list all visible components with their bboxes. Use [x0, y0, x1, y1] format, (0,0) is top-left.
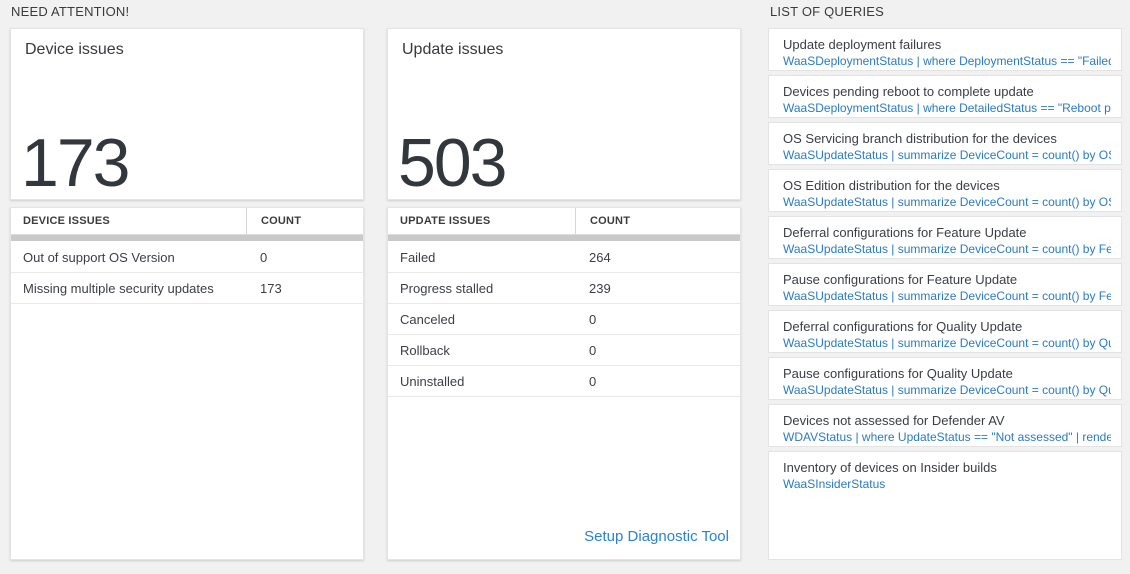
- query-text: WaaSDeploymentStatus | where DetailedSta…: [783, 101, 1111, 115]
- setup-diagnostic-tool-link[interactable]: Setup Diagnostic Tool: [584, 527, 729, 545]
- query-title: Devices not assessed for Defender AV: [783, 413, 1005, 428]
- table-row[interactable]: Missing multiple security updates 173: [11, 273, 363, 304]
- table-row[interactable]: Rollback 0: [388, 335, 740, 366]
- device-issues-tile-title: Device issues: [25, 41, 124, 58]
- issue-label: Uninstalled: [400, 373, 465, 389]
- device-issues-column-header: DEVICE ISSUES: [23, 215, 110, 227]
- table-empty-space: [388, 397, 740, 519]
- query-item-deferral-feature-update[interactable]: Deferral configurations for Feature Upda…: [768, 216, 1122, 259]
- table-row[interactable]: Out of support OS Version 0: [11, 242, 363, 273]
- query-title: OS Edition distribution for the devices: [783, 178, 1000, 193]
- query-text: WaaSDeploymentStatus | where DeploymentS…: [783, 54, 1111, 68]
- query-title: Deferral configurations for Feature Upda…: [783, 225, 1027, 240]
- update-issues-table-header: UPDATE ISSUES COUNT: [388, 208, 740, 235]
- query-text: WaaSUpdateStatus | summarize DeviceCount…: [783, 336, 1111, 350]
- table-footer: Setup Diagnostic Tool: [388, 519, 740, 559]
- issue-label: Progress stalled: [400, 280, 494, 296]
- query-text: WaaSUpdateStatus | summarize DeviceCount…: [783, 148, 1111, 162]
- issue-count: 0: [589, 311, 597, 327]
- count-column-header: COUNT: [246, 208, 363, 234]
- table-row[interactable]: Canceled 0: [388, 304, 740, 335]
- issue-label: Canceled: [400, 311, 455, 327]
- update-issues-tile[interactable]: Update issues 503: [387, 28, 741, 200]
- query-item-devices-pending-reboot[interactable]: Devices pending reboot to complete updat…: [768, 75, 1122, 118]
- query-item-pause-quality-update[interactable]: Pause configurations for Quality Update …: [768, 357, 1122, 400]
- table-row[interactable]: Failed 264: [388, 242, 740, 273]
- query-text: WaaSUpdateStatus | summarize DeviceCount…: [783, 195, 1111, 209]
- query-list: Update deployment failures WaaSDeploymen…: [768, 28, 1122, 560]
- query-item-os-servicing-branch[interactable]: OS Servicing branch distribution for the…: [768, 122, 1122, 165]
- query-text: WaaSInsiderStatus: [783, 477, 886, 491]
- device-issues-tile[interactable]: Device issues 173: [10, 28, 364, 200]
- update-issues-table: UPDATE ISSUES COUNT Failed 264 Progress …: [387, 207, 741, 560]
- query-item-deferral-quality-update[interactable]: Deferral configurations for Quality Upda…: [768, 310, 1122, 353]
- update-issues-column-header: UPDATE ISSUES: [400, 215, 491, 227]
- update-issues-count: 503: [398, 125, 507, 201]
- query-text: WaaSUpdateStatus | summarize DeviceCount…: [783, 289, 1111, 303]
- need-attention-section-title: NEED ATTENTION!: [11, 4, 130, 19]
- device-issues-table-header: DEVICE ISSUES COUNT: [11, 208, 363, 235]
- query-item-update-deployment-failures[interactable]: Update deployment failures WaaSDeploymen…: [768, 28, 1122, 71]
- issue-count: 264: [589, 249, 611, 265]
- query-title: Devices pending reboot to complete updat…: [783, 84, 1034, 99]
- query-item-os-edition-distribution[interactable]: OS Edition distribution for the devices …: [768, 169, 1122, 212]
- horizontal-scrollbar[interactable]: [388, 235, 740, 241]
- query-title: Update deployment failures: [783, 37, 942, 52]
- query-item-pause-feature-update[interactable]: Pause configurations for Feature Update …: [768, 263, 1122, 306]
- issue-label: Missing multiple security updates: [23, 280, 214, 296]
- issue-count: 173: [260, 280, 282, 296]
- list-of-queries-section-title: LIST OF QUERIES: [770, 4, 885, 19]
- query-text: WaaSUpdateStatus | summarize DeviceCount…: [783, 383, 1111, 397]
- table-row[interactable]: Uninstalled 0: [388, 366, 740, 397]
- issue-count: 0: [260, 249, 268, 265]
- query-text: WDAVStatus | where UpdateStatus == "Not …: [783, 430, 1111, 444]
- query-item-insider-builds-inventory[interactable]: Inventory of devices on Insider builds W…: [768, 451, 1122, 560]
- table-row[interactable]: Progress stalled 239: [388, 273, 740, 304]
- query-title: Inventory of devices on Insider builds: [783, 460, 997, 475]
- device-issues-count: 173: [21, 125, 130, 201]
- issue-label: Out of support OS Version: [23, 249, 175, 265]
- issue-count: 0: [589, 342, 597, 358]
- issue-label: Rollback: [400, 342, 450, 358]
- update-issues-tile-title: Update issues: [402, 41, 504, 58]
- issue-count: 0: [589, 373, 597, 389]
- query-item-defender-av-not-assessed[interactable]: Devices not assessed for Defender AV WDA…: [768, 404, 1122, 447]
- query-title: Pause configurations for Feature Update: [783, 272, 1018, 287]
- query-title: Deferral configurations for Quality Upda…: [783, 319, 1023, 334]
- query-title: Pause configurations for Quality Update: [783, 366, 1013, 381]
- horizontal-scrollbar[interactable]: [11, 235, 363, 241]
- device-issues-table: DEVICE ISSUES COUNT Out of support OS Ve…: [10, 207, 364, 560]
- issue-label: Failed: [400, 249, 436, 265]
- count-column-header: COUNT: [575, 208, 740, 234]
- table-empty-space: [11, 304, 363, 559]
- issue-count: 239: [589, 280, 611, 296]
- query-text: WaaSUpdateStatus | summarize DeviceCount…: [783, 242, 1111, 256]
- query-title: OS Servicing branch distribution for the…: [783, 131, 1057, 146]
